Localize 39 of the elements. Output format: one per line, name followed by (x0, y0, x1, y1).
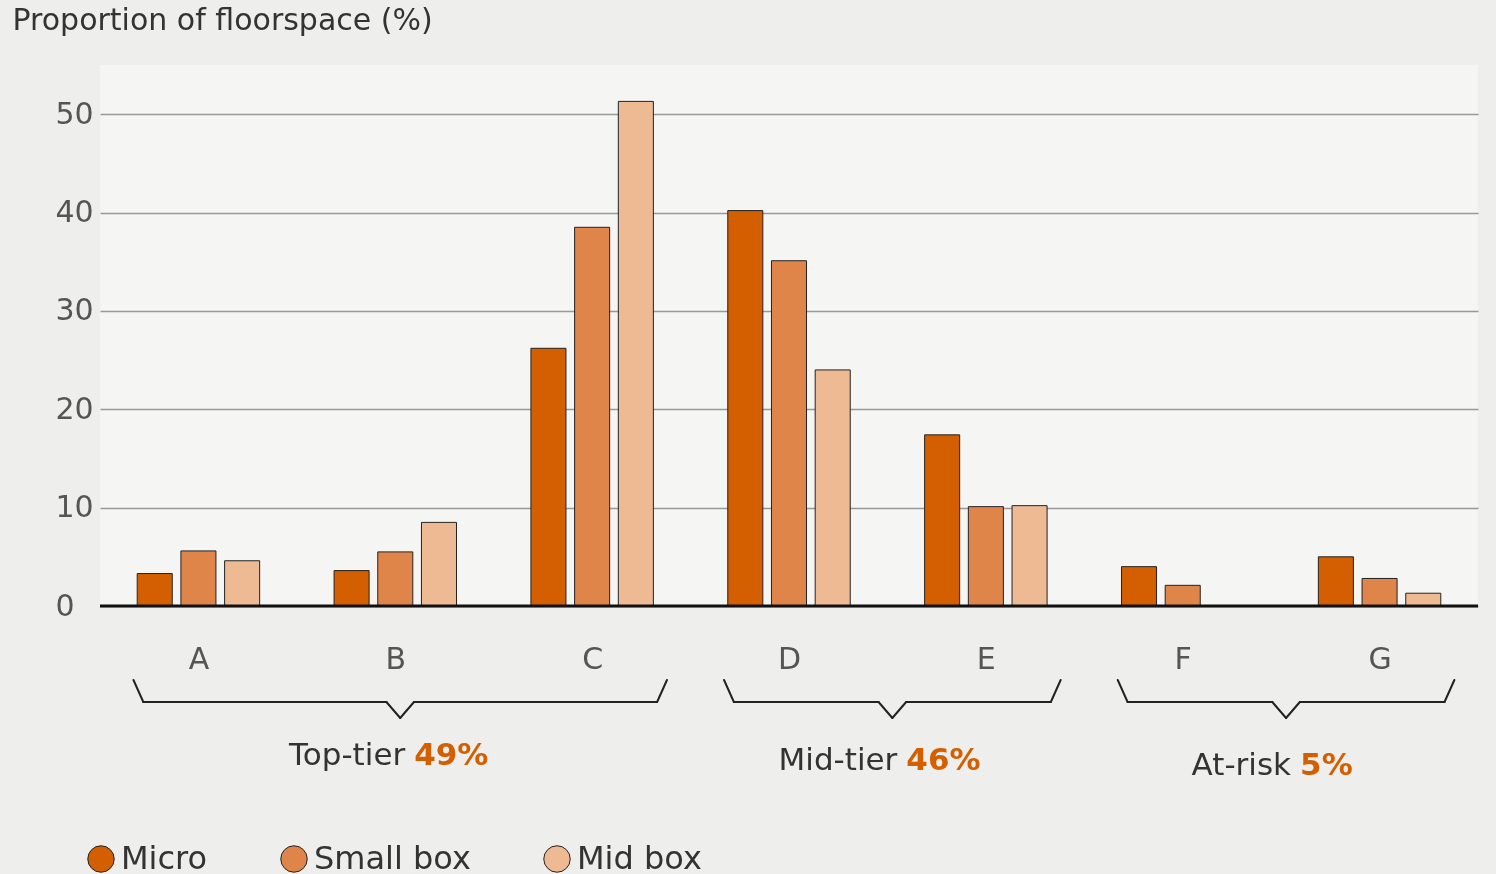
bar (617, 100, 654, 607)
bar (814, 369, 851, 607)
x-tick-label: B (385, 640, 407, 676)
bar (136, 573, 173, 607)
y-tick-label: 10 (55, 489, 94, 525)
y-axis-title: Proportion of floorspace (%) (12, 1, 433, 37)
bar (967, 506, 1004, 607)
legend-label: Small box (314, 839, 471, 874)
text: Top-tier 49% (288, 736, 489, 772)
bar (770, 260, 808, 607)
bar (420, 521, 458, 607)
y-tick-label: 0 (55, 587, 75, 623)
text: Mid-tier 46% (778, 741, 981, 777)
text: At-risk 5% (1191, 746, 1353, 782)
bar (1361, 577, 1398, 607)
y-tick-label: 50 (55, 95, 94, 131)
bar (530, 347, 567, 607)
y-tick-label: 30 (55, 292, 94, 328)
bar (224, 560, 261, 607)
x-tick-label: A (188, 640, 210, 676)
legend-label: Micro (121, 839, 208, 874)
bar (1120, 566, 1158, 607)
x-tick-label: C (582, 640, 604, 676)
x-tick-label: D (777, 640, 802, 676)
bar (180, 550, 217, 607)
bar (574, 226, 611, 607)
bar (1317, 556, 1354, 607)
x-tick-label: F (1174, 640, 1192, 676)
bar (1011, 505, 1048, 607)
bar (727, 210, 764, 607)
y-tick-label: 20 (55, 390, 94, 426)
legend-label: Mid box (577, 839, 702, 874)
bar (1164, 584, 1201, 607)
bar (377, 551, 414, 607)
x-tick-label: E (976, 640, 996, 676)
bar (924, 434, 961, 607)
x-tick-label: G (1368, 640, 1392, 676)
bar (333, 570, 370, 607)
y-tick-label: 40 (55, 194, 94, 230)
